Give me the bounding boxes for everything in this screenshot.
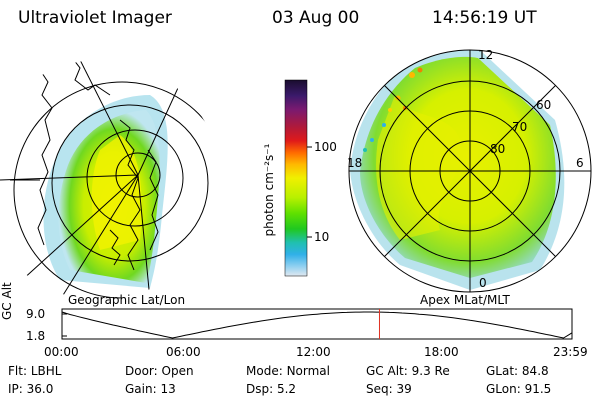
mlt-label-12: 12 bbox=[478, 48, 494, 62]
colorbar-tick-label-10: 10 bbox=[314, 230, 330, 244]
time-tick-0000: 00:00 bbox=[44, 345, 79, 359]
time-tick-1800: 18:00 bbox=[424, 345, 459, 359]
status-mode: Mode: Normal bbox=[246, 364, 330, 378]
mlt-label-6: 6 bbox=[576, 156, 584, 170]
altitude-axis-title: GC Alt bbox=[0, 282, 14, 320]
status-door: Door: Open bbox=[125, 364, 194, 378]
time-tick-1200: 12:00 bbox=[296, 345, 331, 359]
status-gc-alt: GC Alt: 9.3 Re bbox=[366, 364, 450, 378]
time-tick-2359: 23:59 bbox=[553, 345, 588, 359]
status-filter: Flt: LBHL bbox=[8, 364, 62, 378]
mlat-ring-label-60: 60 bbox=[536, 98, 552, 112]
colorbar-tick-label-100: 100 bbox=[314, 140, 337, 154]
mlat-ring-label-70: 70 bbox=[512, 120, 528, 134]
status-ip: IP: 36.0 bbox=[8, 382, 54, 396]
image-time: 14:56:19 UT bbox=[432, 8, 537, 28]
status-seq: Seq: 39 bbox=[366, 382, 412, 396]
status-glat: GLat: 84.8 bbox=[486, 364, 549, 378]
status-glon: GLon: 91.5 bbox=[486, 382, 552, 396]
mlt-label-0: 0 bbox=[479, 276, 487, 290]
time-tick-0600: 06:00 bbox=[166, 345, 201, 359]
status-dsp: Dsp: 5.2 bbox=[246, 382, 297, 396]
mlat-ring-label-80: 80 bbox=[490, 142, 506, 156]
mlt-label-18: 18 bbox=[347, 156, 363, 170]
altitude-tick-1-8: 1.8 bbox=[26, 329, 46, 343]
image-date: 03 Aug 00 bbox=[272, 8, 360, 28]
instrument-title: Ultraviolet Imager bbox=[18, 8, 172, 28]
apex-map-label: Apex MLat/MLT bbox=[420, 293, 510, 307]
geographic-map-label: Geographic Lat/Lon bbox=[68, 293, 186, 307]
status-gain: Gain: 13 bbox=[125, 382, 176, 396]
altitude-tick-9: 9.0 bbox=[26, 307, 46, 321]
altitude-curve bbox=[61, 311, 573, 339]
